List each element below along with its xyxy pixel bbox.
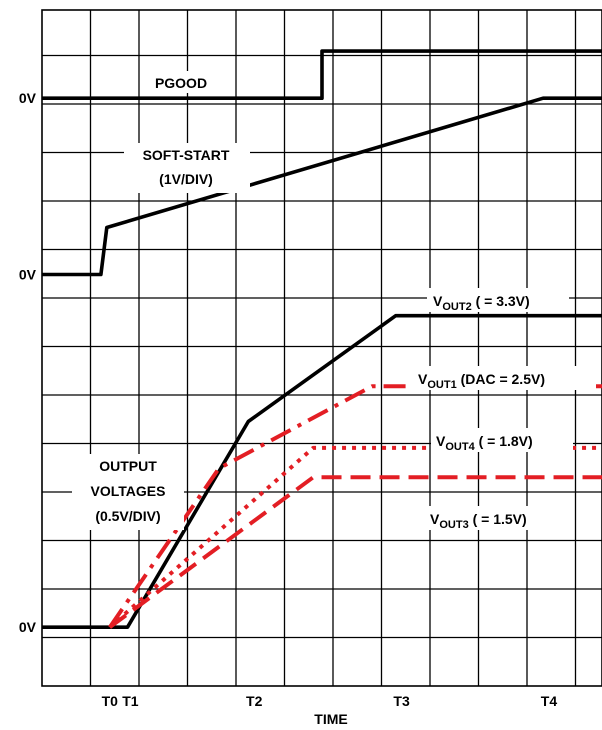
series-line-vout3 [108,475,602,629]
vout1-label: VOUT1 (DAC = 2.5V) [418,371,545,391]
y-tick-label: 0V [19,267,37,283]
x-tick-label: T0 [102,693,119,709]
vout4-label: VOUT4 ( = 1.8V) [436,433,533,453]
softstart-label: SOFT-START [143,147,230,163]
y-zero-labels: 0V 0V 0V [19,90,37,635]
series-line-soft-start [42,96,602,277]
output-voltages-label-2: VOLTAGES [91,483,166,499]
output-voltages-scale-label: (0.5V/DIV) [95,508,160,524]
x-tick-label: T3 [393,693,410,709]
softstart-scale-label: (1V/DIV) [159,171,213,187]
x-tick-label: T2 [246,693,263,709]
series-line-vout2 [42,313,602,630]
grid [42,10,602,686]
y-tick-label: 0V [19,90,37,106]
pgood-label: PGOOD [155,75,207,91]
output-voltages-label-1: OUTPUT [99,458,157,474]
x-tick-label: T1 [122,693,139,709]
annotations: PGOOD SOFT-START (1V/DIV) OUTPUT VOLTAGE… [72,71,596,531]
plot-frame [41,9,602,687]
x-tick-label: T4 [541,693,558,709]
series-line-pgood [42,49,602,100]
vout3-label: VOUT3 ( = 1.5V) [430,511,527,531]
x-tick-labels: T0 T1 T2 T3 T4 [102,693,558,709]
vout2-label: VOUT2 ( = 3.3V) [433,293,530,313]
y-tick-label: 0V [19,619,37,635]
x-axis-title: TIME [314,711,347,727]
